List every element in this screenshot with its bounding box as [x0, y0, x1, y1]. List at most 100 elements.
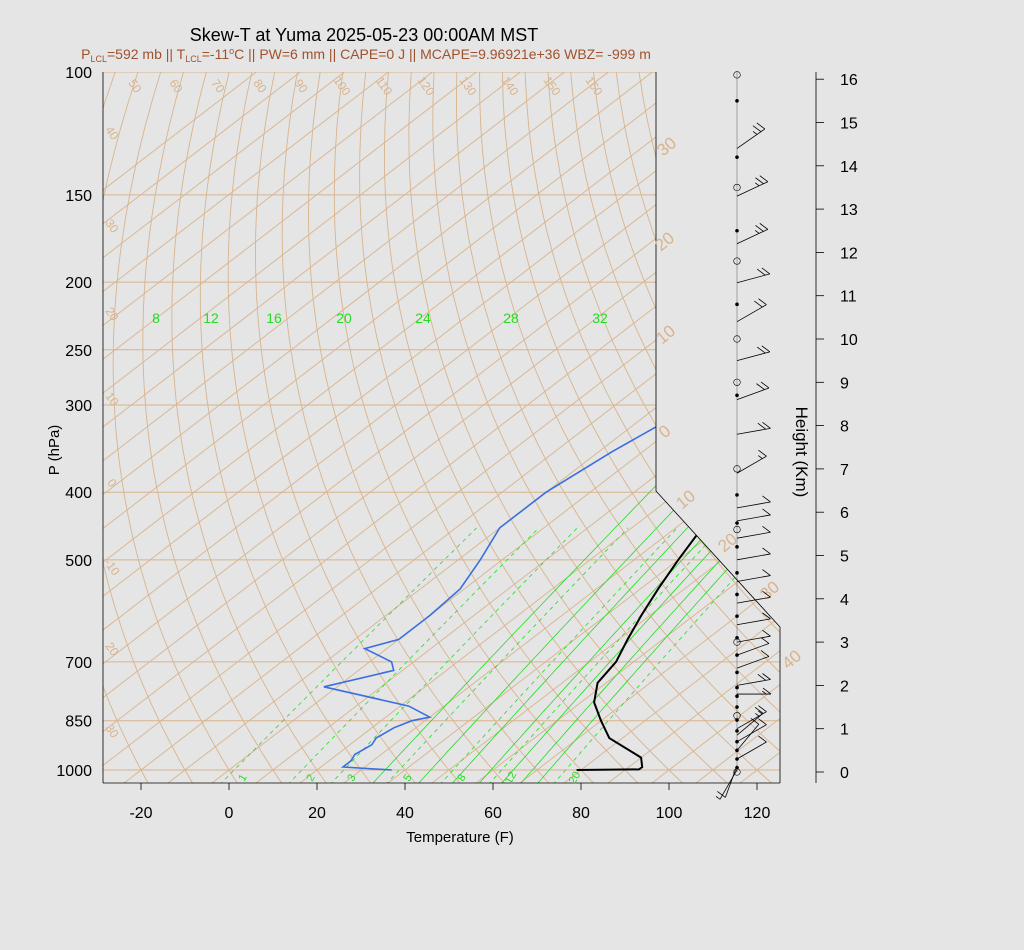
isotherm-line	[870, 72, 1024, 785]
dry-adiabat	[0, 72, 24, 785]
dry-adiabat	[0, 72, 47, 785]
isotherm-line	[958, 72, 1024, 785]
isotherm-line	[782, 72, 1024, 785]
isotherm-label: 110	[373, 74, 396, 98]
isotherm-line	[103, 72, 565, 783]
pressure-tick-label: 200	[65, 275, 92, 292]
mixing-ratio-label: 20	[567, 770, 584, 787]
isotherm-label: 70	[208, 77, 227, 96]
height-tick-label: 5	[840, 549, 849, 566]
grid-layer	[0, 72, 1024, 785]
dry-adiabat-label: 30	[102, 217, 121, 236]
height-tick-label: 3	[840, 635, 849, 652]
pressure-tick-label: 1000	[56, 763, 92, 780]
height-tick-label: 10	[840, 332, 858, 349]
wind-barb	[736, 569, 771, 582]
isotherm-label: 90	[291, 77, 310, 96]
height-marker-open	[733, 712, 741, 720]
wind-barb	[736, 381, 770, 400]
height-tick-label: 7	[840, 462, 849, 479]
pressure-tick-label: 500	[65, 553, 92, 570]
height-marker	[735, 493, 739, 497]
isotherm-line	[517, 72, 780, 783]
wind-barb	[736, 345, 771, 362]
height-tick-label: 15	[840, 116, 858, 133]
wind-barb	[736, 298, 767, 323]
wind-barb	[717, 765, 738, 798]
wind-barb	[736, 718, 767, 743]
temperature-tick-label: 40	[396, 805, 414, 822]
wind-barb	[715, 769, 738, 800]
wind-barb	[736, 175, 769, 197]
dewpoint-profile	[323, 72, 780, 771]
plot-frame	[102, 72, 781, 784]
dry-adiabat	[408, 72, 730, 783]
isotherm-line	[103, 72, 345, 783]
height-marker	[735, 521, 739, 525]
moist-adiabat-label: 32	[592, 310, 608, 326]
dry-adiabat	[524, 72, 780, 783]
height-marker	[735, 99, 739, 103]
temperature-tick-label: 100	[656, 805, 683, 822]
height-marker	[735, 748, 739, 753]
height-tick-label: 4	[840, 592, 849, 609]
dry-adiabat	[706, 72, 780, 783]
isotherm-line	[165, 72, 780, 783]
height-tick-label: 0	[840, 765, 849, 782]
mixing-ratio-label: 12	[503, 770, 520, 787]
moist-adiabat-label: 16	[266, 310, 282, 326]
wind-barb	[736, 650, 770, 669]
isotherm-line	[103, 72, 609, 783]
chart-title: Skew-T at Yuma 2025-05-23 00:00AM MST	[190, 25, 539, 45]
wind-barb	[736, 508, 771, 522]
wind-barb	[736, 547, 771, 561]
dry-adiabat	[359, 72, 641, 783]
isotherm-label: 130	[457, 74, 480, 99]
height-marker-open	[733, 638, 741, 646]
dry-adiabat	[227, 72, 418, 783]
isotherm-line	[429, 72, 780, 783]
height-marker	[735, 694, 739, 699]
dry-adiabat	[432, 72, 774, 783]
dry-adiabat	[103, 72, 150, 783]
height-marker-open	[733, 335, 741, 343]
moist-adiabat-label: 12	[203, 310, 219, 326]
pressure-tick-label: 300	[65, 398, 92, 415]
isotherm-label: 150	[541, 74, 564, 99]
wind-barb	[736, 629, 771, 643]
wind-barb	[736, 673, 771, 686]
dry-adiabat	[333, 72, 596, 783]
dry-adiabat	[501, 72, 780, 783]
height-tick-label: 1	[840, 722, 849, 739]
height-marker	[735, 739, 739, 744]
height-tick-label: 12	[840, 245, 858, 262]
isotherm-label: 160	[583, 74, 606, 99]
height-marker	[735, 155, 739, 159]
pressure-tick-label: 250	[65, 343, 92, 360]
height-tick-label: 13	[840, 202, 858, 219]
x-axis-label: Temperature (F)	[406, 829, 514, 846]
height-marker	[735, 393, 739, 398]
isotherm-line	[103, 72, 477, 783]
dry-adiabat	[638, 72, 780, 783]
dry-adiabat	[684, 72, 780, 783]
height-tick-label: 2	[840, 678, 849, 695]
moist-adiabat	[416, 349, 780, 783]
wind-barb	[736, 495, 771, 509]
mixing-ratio-line	[329, 527, 578, 783]
moist-adiabat	[536, 349, 780, 783]
height-marker-open	[733, 465, 741, 473]
isotherm-label: 50	[125, 77, 144, 96]
isotherm-line	[103, 72, 780, 783]
moist-adiabat-label: 8	[152, 310, 160, 326]
dry-adiabat-label: 20	[102, 305, 121, 324]
isotherm-line	[103, 72, 433, 783]
wind-barb	[736, 267, 771, 284]
height-marker	[735, 614, 739, 618]
height-marker-open	[733, 525, 741, 534]
isotherm-line	[103, 72, 780, 783]
dry-adiabat-label: 30	[756, 577, 783, 604]
isotherm-line	[103, 72, 780, 783]
